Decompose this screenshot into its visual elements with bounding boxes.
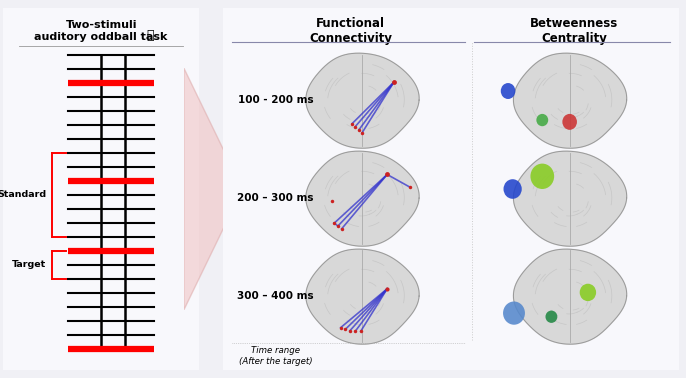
- Text: Standard: Standard: [0, 190, 47, 199]
- Ellipse shape: [504, 179, 522, 199]
- Text: 300 – 400 ms: 300 – 400 ms: [237, 291, 314, 301]
- Ellipse shape: [563, 114, 577, 130]
- Polygon shape: [306, 151, 419, 246]
- Polygon shape: [184, 68, 228, 310]
- Polygon shape: [306, 249, 419, 344]
- Text: Betweenness
Centrality: Betweenness Centrality: [530, 17, 618, 45]
- Text: Functional
Connectivity: Functional Connectivity: [309, 17, 392, 45]
- FancyBboxPatch shape: [0, 0, 203, 378]
- Text: Two-stimuli
auditory oddball task: Two-stimuli auditory oddball task: [34, 20, 168, 42]
- Polygon shape: [306, 53, 419, 148]
- FancyBboxPatch shape: [218, 4, 684, 374]
- Polygon shape: [513, 151, 627, 246]
- Text: Time range
(After the target): Time range (After the target): [239, 346, 312, 366]
- Polygon shape: [513, 53, 627, 148]
- Ellipse shape: [501, 83, 515, 99]
- Text: 🎧: 🎧: [146, 29, 154, 42]
- Text: 200 – 300 ms: 200 – 300 ms: [237, 193, 314, 203]
- Ellipse shape: [503, 302, 525, 325]
- Ellipse shape: [536, 114, 548, 126]
- Ellipse shape: [530, 164, 554, 189]
- Ellipse shape: [580, 284, 596, 301]
- Polygon shape: [513, 249, 627, 344]
- Text: Target: Target: [12, 260, 47, 269]
- Text: 100 - 200 ms: 100 - 200 ms: [237, 95, 314, 105]
- Ellipse shape: [545, 311, 557, 323]
